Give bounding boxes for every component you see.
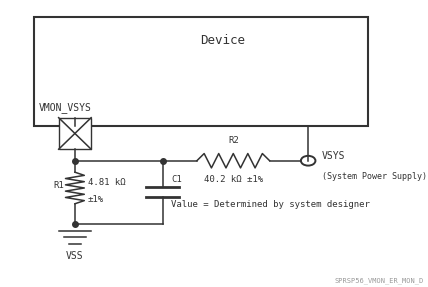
Bar	[34, 17, 368, 126]
Text: (System Power Supply): (System Power Supply)	[322, 172, 427, 181]
Text: R1: R1	[54, 181, 64, 190]
Text: 4.81 kΩ: 4.81 kΩ	[88, 178, 125, 187]
Text: ±1%: ±1%	[88, 195, 104, 204]
Text: Device: Device	[200, 34, 245, 47]
Text: Value = Determined by system designer: Value = Determined by system designer	[171, 200, 370, 209]
Text: C1: C1	[171, 175, 182, 184]
Text: VSYS: VSYS	[322, 152, 345, 161]
Bar	[59, 118, 91, 149]
Text: R2: R2	[228, 136, 239, 145]
Text: 40.2 kΩ ±1%: 40.2 kΩ ±1%	[204, 175, 263, 184]
Text: SPRSP56_VMON_ER_MON_D: SPRSP56_VMON_ER_MON_D	[334, 278, 424, 284]
Text: VMON_VSYS: VMON_VSYS	[39, 102, 92, 113]
Text: VSS: VSS	[66, 251, 84, 261]
